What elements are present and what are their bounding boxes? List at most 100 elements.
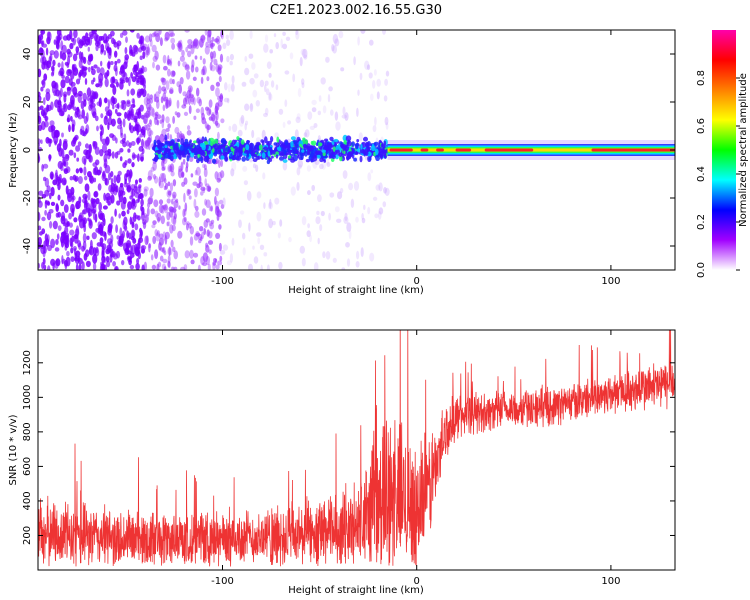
- spectral-cell: [188, 105, 192, 115]
- spectral-cell: [104, 78, 109, 88]
- spectral-cell: [58, 110, 65, 117]
- spectral-cell: [73, 30, 78, 39]
- snr-series-line: [38, 330, 675, 567]
- spectral-cell: [135, 118, 138, 126]
- spectral-cell: [350, 198, 355, 208]
- spectral-cell: [129, 195, 134, 200]
- spectral-cell: [82, 240, 87, 251]
- spectral-cell: [202, 262, 208, 267]
- snr-panel: -100 0 100 200 400 600 800 1000 1200 Height of …: [8, 329, 676, 596]
- spectral-cell: [254, 144, 258, 150]
- spectral-cell: [38, 190, 44, 196]
- spectral-cell: [164, 145, 168, 149]
- spectral-cell: [132, 237, 137, 244]
- spectral-cell: [188, 195, 192, 200]
- spectral-cell: [338, 30, 344, 39]
- spectral-cell: [55, 169, 58, 178]
- spectral-cell: [130, 88, 136, 96]
- spectral-cell: [229, 253, 233, 263]
- spectral-cell: [248, 263, 253, 270]
- spectral-cell: [168, 246, 171, 256]
- spectral-cell: [310, 158, 314, 163]
- spectral-cell: [172, 246, 176, 253]
- spectral-cell: [54, 99, 60, 108]
- spectral-cell: [55, 89, 60, 97]
- spectral-cell: [126, 89, 130, 97]
- spectral-cell: [38, 115, 42, 125]
- spectral-cell: [322, 152, 326, 157]
- spectral-cell: [131, 162, 135, 168]
- spectral-cell: [255, 164, 259, 172]
- spectral-cell: [155, 91, 160, 99]
- spectral-cell: [151, 224, 156, 229]
- spectral-cell: [116, 174, 121, 184]
- spectral-cell: [94, 248, 100, 257]
- spectral-cell: [57, 160, 63, 170]
- spectral-cell: [179, 130, 183, 141]
- spectral-cell: [38, 106, 41, 111]
- spectral-cell: [103, 39, 108, 44]
- spectral-cell: [361, 213, 364, 220]
- spectral-cell: [290, 186, 296, 196]
- spectral-cell: [96, 125, 99, 132]
- spectral-cell: [114, 60, 118, 66]
- spectral-cell: [75, 51, 79, 56]
- spectral-cell: [206, 150, 211, 155]
- spectral-cell: [38, 142, 41, 148]
- spectral-cell: [338, 152, 342, 157]
- spectral-cell: [131, 221, 135, 229]
- spectral-cell: [383, 152, 387, 158]
- spectral-cell: [182, 61, 188, 68]
- spectral-cell: [359, 155, 363, 163]
- spectral-cell: [332, 146, 336, 153]
- spectral-cell: [264, 136, 268, 144]
- spectral-cell: [41, 194, 47, 199]
- spectral-cell: [201, 208, 207, 216]
- spectral-cell: [38, 262, 41, 269]
- spectral-cell: [49, 171, 54, 180]
- spectral-cell: [177, 149, 182, 153]
- spectral-cell: [159, 133, 165, 143]
- spectral-cell: [192, 76, 197, 82]
- spectral-cell: [204, 198, 208, 206]
- colorbar-label: Normalized spectral amplitude: [738, 73, 749, 227]
- spectral-cell: [201, 117, 206, 125]
- spectral-cell: [87, 190, 91, 201]
- spectral-cell: [110, 194, 115, 204]
- spectral-cell: [181, 171, 185, 178]
- spectral-cell: [106, 260, 111, 268]
- spectral-cell: [169, 99, 172, 107]
- spectral-cell: [263, 112, 268, 118]
- spectral-cell: [107, 99, 111, 109]
- figure-title: C2E1.2023.002.16.55.G30: [270, 3, 442, 18]
- spectral-cell: [195, 205, 199, 212]
- spectral-cell: [104, 72, 108, 79]
- spectral-cell: [75, 263, 79, 270]
- spectral-cell: [179, 77, 184, 85]
- spectral-cell: [273, 33, 277, 38]
- spectral-cell: [93, 191, 98, 198]
- spectral-cell: [78, 51, 82, 60]
- spectral-cell: [79, 168, 83, 174]
- spectral-cell: [165, 116, 170, 124]
- spectral-cell: [214, 195, 217, 205]
- spectral-cell: [130, 113, 135, 121]
- spectral-cell: [178, 84, 182, 94]
- spectral-cell: [163, 178, 167, 184]
- spectral-cell: [275, 142, 280, 148]
- spectral-cell: [311, 99, 317, 106]
- spectral-cell: [61, 52, 67, 61]
- spectral-cell: [204, 45, 210, 55]
- spectral-cell: [171, 70, 176, 77]
- spectral-cell: [165, 128, 170, 132]
- spectral-cell: [345, 242, 350, 248]
- spectral-cell: [249, 142, 253, 150]
- spectral-cell: [332, 257, 337, 263]
- spectral-cell: [169, 78, 174, 85]
- spectral-cell: [227, 83, 231, 93]
- spectral-cell: [215, 102, 220, 111]
- spectral-cell: [158, 233, 164, 239]
- spectral-cell: [194, 55, 198, 60]
- spectral-cell: [109, 61, 114, 65]
- spectral-cell: [122, 118, 126, 128]
